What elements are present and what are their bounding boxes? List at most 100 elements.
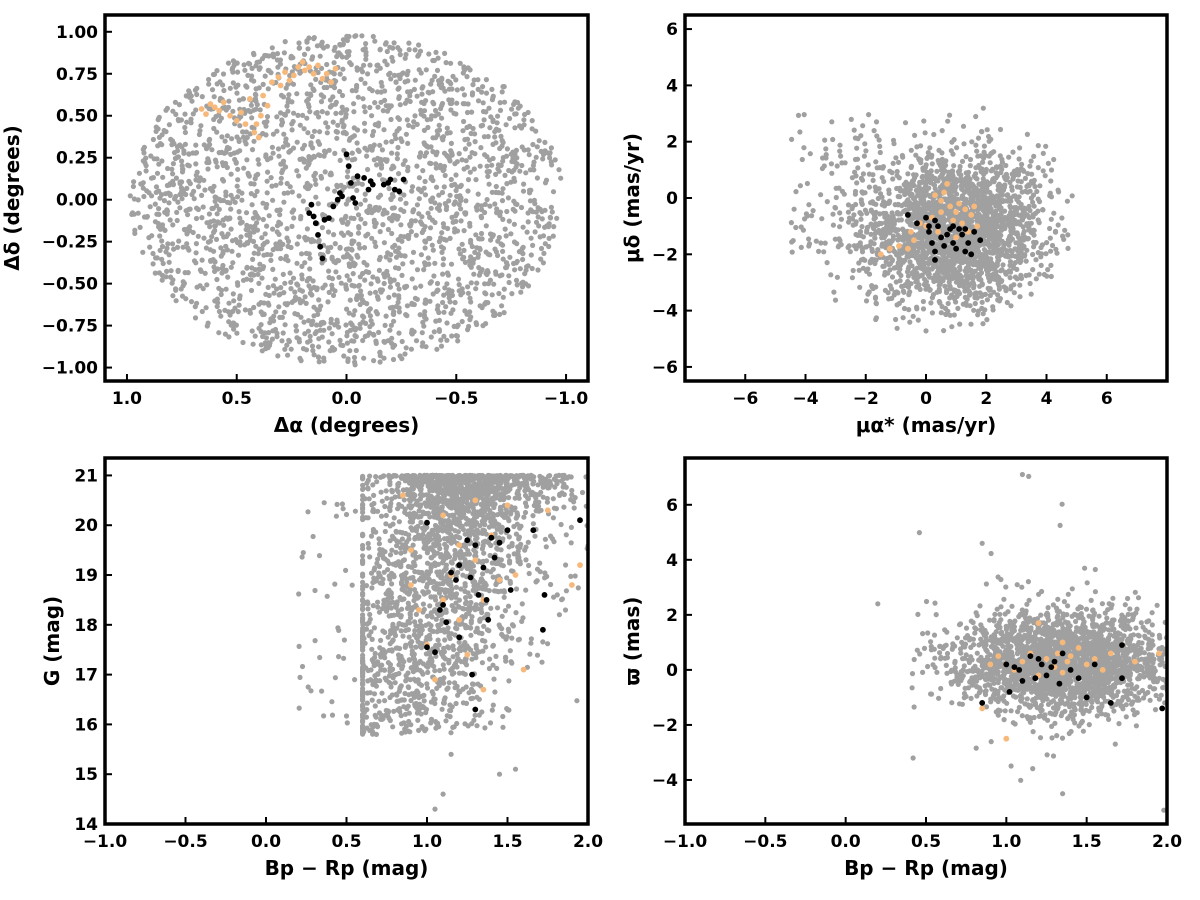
- proper-motion-point-s0: [1044, 273, 1050, 279]
- sky-position-point-s0: [437, 162, 443, 168]
- sky-position-point-s0: [457, 251, 463, 257]
- sky-position-point-s0: [416, 42, 422, 48]
- sky-position-point-s0: [430, 291, 436, 297]
- sky-position-point-s0: [434, 149, 440, 155]
- proper-motion-point-s0: [877, 149, 883, 156]
- proper-motion-point-s0: [916, 243, 922, 249]
- sky-position-point-s0: [227, 85, 233, 91]
- sky-position-point-s0: [499, 89, 505, 95]
- sky-position-point-s0: [423, 98, 429, 104]
- proper-motion-point-s0: [925, 154, 931, 160]
- sky-position-point-s0: [449, 333, 455, 339]
- sky-position-point-s0: [348, 215, 354, 221]
- proper-motion-xtick-label: −6: [732, 389, 758, 409]
- sky-position-point-s0: [344, 273, 350, 279]
- proper-motion-point-s0: [791, 206, 797, 212]
- sky-position-point-s0: [462, 259, 468, 265]
- proper-motion-ytick-label: 2: [666, 133, 678, 153]
- sky-position-point-s0: [411, 119, 417, 125]
- proper-motion-point-s0: [890, 160, 896, 166]
- sky-position-point-s0: [394, 156, 400, 162]
- sky-position-point-s0: [372, 100, 378, 106]
- proper-motion-point-s0: [973, 190, 980, 196]
- sky-position-point-s0: [262, 73, 268, 79]
- sky-position-point-s0: [432, 200, 438, 206]
- sky-position-point-s0: [160, 225, 166, 232]
- sky-position-point-s0: [314, 287, 320, 293]
- proper-motion-point-s0: [863, 298, 870, 304]
- sky-position-point-s0: [536, 223, 542, 229]
- sky-position-point-s0: [469, 243, 475, 250]
- proper-motion-point-s0: [873, 284, 879, 290]
- sky-position-point-s0: [280, 167, 286, 173]
- sky-position-point-s0: [220, 71, 227, 77]
- proper-motion-point-s0: [855, 165, 861, 171]
- proper-motion-point-s0: [977, 165, 983, 171]
- proper-motion-point-s0: [822, 240, 828, 246]
- sky-position-point-s0: [259, 275, 265, 281]
- sky-position-point-s0: [537, 206, 543, 212]
- sky-position-point-s0: [255, 271, 261, 277]
- sky-position-point-s2: [352, 200, 359, 206]
- proper-motion-point-s1: [944, 181, 950, 187]
- sky-position-point-s0: [504, 146, 510, 152]
- sky-position-point-s0: [195, 233, 201, 239]
- proper-motion-point-s0: [1035, 165, 1041, 171]
- sky-position-point-s0: [338, 342, 344, 348]
- proper-motion-point-s0: [997, 126, 1004, 133]
- proper-motion-point-s2: [953, 245, 959, 252]
- proper-motion-point-s0: [889, 170, 895, 176]
- sky-position-point-s0: [307, 290, 313, 296]
- sky-position-point-s0: [262, 231, 268, 237]
- proper-motion-point-s0: [913, 255, 920, 261]
- proper-motion-point-s0: [925, 261, 932, 267]
- proper-motion-point-s0: [926, 248, 933, 254]
- sky-position-point-s0: [475, 86, 481, 92]
- sky-position-point-s0: [524, 229, 530, 235]
- sky-position-point-s0: [399, 272, 405, 278]
- sky-position-point-s0: [176, 102, 182, 108]
- proper-motion-point-s0: [959, 255, 965, 261]
- sky-position-point-s0: [277, 212, 283, 218]
- sky-position-point-s0: [156, 161, 162, 167]
- proper-motion-point-s0: [943, 289, 950, 296]
- sky-position-point-s0: [295, 112, 301, 118]
- sky-position-point-s0: [250, 225, 256, 231]
- sky-position-point-s0: [296, 45, 302, 51]
- sky-position-point-s0: [428, 81, 434, 87]
- sky-position-point-s0: [336, 50, 342, 56]
- proper-motion-point-s0: [810, 208, 816, 214]
- sky-position-point-s0: [289, 209, 295, 215]
- sky-position-point-s0: [297, 70, 303, 76]
- sky-position-point-s0: [356, 241, 362, 247]
- sky-position-point-s0: [157, 233, 163, 239]
- sky-position-point-s0: [400, 261, 406, 267]
- sky-position-point-s0: [434, 67, 441, 73]
- sky-position-point-s0: [305, 46, 311, 52]
- sky-position-point-s0: [235, 194, 241, 200]
- sky-position-point-s0: [322, 169, 328, 175]
- proper-motion-point-s0: [832, 205, 839, 211]
- sky-position-point-s0: [402, 158, 408, 164]
- sky-position-point-s0: [235, 252, 242, 258]
- sky-position-point-s0: [460, 256, 466, 262]
- sky-position-point-s0: [478, 145, 484, 151]
- proper-motion-point-s0: [860, 256, 866, 262]
- sky-position-point-s0: [264, 119, 270, 125]
- sky-position-point-s0: [316, 237, 322, 243]
- sky-position-point-s0: [275, 146, 282, 152]
- sky-position-point-s0: [376, 172, 383, 178]
- sky-position-point-s0: [352, 308, 358, 314]
- sky-position-point-s0: [265, 169, 271, 175]
- sky-position-point-s0: [308, 92, 314, 98]
- proper-motion-xtick-label: −4: [792, 389, 818, 409]
- sky-position-point-s0: [344, 306, 350, 312]
- sky-position-point-s0: [489, 233, 495, 240]
- sky-position-point-s0: [277, 57, 283, 63]
- sky-position-point-s0: [505, 195, 511, 201]
- sky-position-point-s0: [369, 145, 375, 151]
- sky-position-point-s0: [430, 247, 436, 253]
- proper-motion-point-s0: [853, 231, 859, 238]
- proper-motion-point-s0: [858, 216, 864, 222]
- proper-motion-point-s0: [960, 123, 967, 129]
